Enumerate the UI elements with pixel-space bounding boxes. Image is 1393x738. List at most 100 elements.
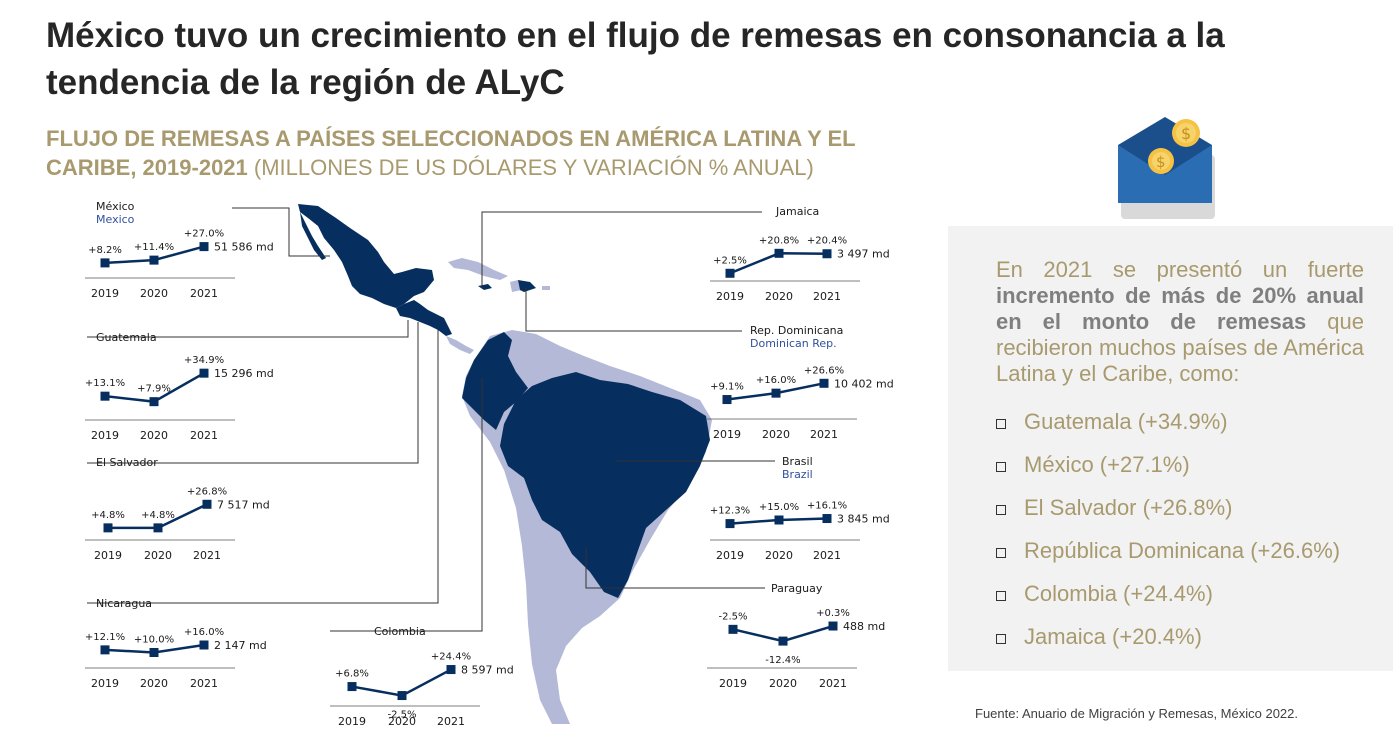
data-label: +4.8% bbox=[91, 510, 125, 521]
x-tick-label: 2019 bbox=[91, 677, 119, 690]
data-label: +26.6% bbox=[804, 365, 844, 376]
data-point bbox=[446, 665, 456, 675]
data-point bbox=[819, 378, 829, 388]
data-label: +9.1% bbox=[710, 382, 744, 393]
list-item: República Dominicana (+26.6%) bbox=[996, 529, 1340, 572]
checkbox-bullet-icon bbox=[996, 633, 1006, 644]
x-tick-label: 2019 bbox=[716, 549, 744, 562]
data-point bbox=[199, 368, 209, 378]
x-tick-label: 2020 bbox=[765, 549, 793, 562]
amount-label: 15 296 md bbox=[214, 367, 274, 380]
mini-chart-title: Guatemala bbox=[96, 331, 157, 344]
data-label: +24.4% bbox=[431, 652, 471, 663]
highlights-panel bbox=[948, 226, 1393, 671]
list-item: México (+27.1%) bbox=[996, 443, 1340, 486]
map-central-america bbox=[396, 300, 452, 336]
data-point bbox=[199, 242, 209, 252]
x-tick-label: 2020 bbox=[144, 549, 172, 562]
mini-chart-guatemala: Guatemala +13.1% 2019 +7.9% 2020 +34.9% 2021 15… bbox=[85, 331, 274, 442]
data-label: +16.0% bbox=[756, 375, 796, 386]
data-point bbox=[725, 519, 735, 529]
data-label: +7.9% bbox=[137, 384, 171, 395]
x-tick-label: 2021 bbox=[190, 429, 218, 442]
data-label: +34.9% bbox=[184, 355, 224, 366]
mini-chart-paraguay: Paraguay -2.5% 2019 -12.4% 2020 +0.3% 2021 488 … bbox=[707, 582, 885, 690]
data-label: +13.1% bbox=[85, 378, 125, 389]
x-tick-label: 2019 bbox=[91, 287, 119, 300]
map-brazil bbox=[500, 372, 710, 598]
data-point bbox=[778, 636, 788, 646]
data-label: +8.2% bbox=[88, 245, 122, 256]
data-point bbox=[149, 255, 159, 265]
list-item: Guatemala (+34.9%) bbox=[996, 400, 1340, 443]
x-tick-label: 2020 bbox=[140, 429, 168, 442]
x-tick-label: 2020 bbox=[140, 287, 168, 300]
map-panama bbox=[446, 336, 474, 354]
data-point bbox=[100, 258, 110, 268]
map-dominican-rep bbox=[518, 280, 536, 292]
amount-label: 3 497 md bbox=[837, 248, 890, 261]
data-point bbox=[100, 391, 110, 401]
data-label: +10.0% bbox=[134, 635, 174, 646]
data-label: +20.4% bbox=[807, 236, 847, 247]
data-point bbox=[202, 499, 212, 509]
data-label: +16.1% bbox=[807, 501, 847, 512]
x-tick-label: 2019 bbox=[713, 428, 741, 441]
page-title: México tuvo un crecimiento en el flujo d… bbox=[46, 16, 1225, 102]
x-tick-label: 2021 bbox=[190, 287, 218, 300]
mini-chart-subtitle: Mexico bbox=[96, 213, 135, 226]
panel-intro-bold: incremento de más de 20% anual en el mon… bbox=[996, 283, 1364, 334]
envelope-money-icon: $ $ bbox=[1115, 115, 1220, 220]
checkbox-bullet-icon bbox=[996, 504, 1006, 515]
mini-chart-el-salvador: El Salvador +4.8% 2019 +4.8% 2020 +26.8% 2021 7… bbox=[85, 456, 270, 562]
x-tick-label: 2019 bbox=[719, 677, 747, 690]
amount-label: 2 147 md bbox=[214, 639, 267, 652]
data-point bbox=[347, 682, 357, 692]
data-point bbox=[725, 268, 735, 278]
panel-intro-1: En 2021 se presentó un fuerte bbox=[996, 257, 1364, 282]
data-label: +26.8% bbox=[187, 486, 227, 497]
x-tick-label: 2021 bbox=[193, 549, 221, 562]
x-tick-label: 2019 bbox=[338, 715, 366, 728]
data-label: +20.8% bbox=[759, 235, 799, 246]
svg-text:$: $ bbox=[1181, 124, 1191, 143]
data-point bbox=[103, 523, 113, 533]
mini-chart-title: Paraguay bbox=[771, 582, 823, 595]
data-point bbox=[822, 249, 832, 259]
amount-label: 7 517 md bbox=[217, 498, 270, 511]
data-label: -12.4% bbox=[765, 655, 800, 666]
data-label: +0.3% bbox=[816, 608, 850, 619]
mini-chart-title: Brasil bbox=[782, 455, 813, 468]
mini-chart-title: México bbox=[96, 200, 135, 213]
data-point bbox=[828, 621, 838, 631]
mini-chart-title: Colombia bbox=[374, 625, 426, 638]
map-colombia bbox=[462, 332, 528, 430]
data-point bbox=[149, 648, 159, 657]
data-point bbox=[199, 640, 209, 650]
leader-lines bbox=[87, 207, 775, 632]
map-jamaica bbox=[478, 284, 492, 290]
x-tick-label: 2019 bbox=[716, 290, 744, 303]
amount-label: 51 586 md bbox=[214, 241, 274, 254]
list-item: El Salvador (+26.8%) bbox=[996, 486, 1340, 529]
x-tick-label: 2019 bbox=[94, 549, 122, 562]
data-label: +12.3% bbox=[710, 506, 750, 517]
checkbox-bullet-icon bbox=[996, 461, 1006, 472]
x-tick-label: 2021 bbox=[819, 677, 847, 690]
list-item: Colombia (+24.4%) bbox=[996, 572, 1340, 615]
data-label: +16.0% bbox=[184, 627, 224, 638]
svg-text:$: $ bbox=[1156, 153, 1166, 171]
checkbox-bullet-icon bbox=[996, 547, 1006, 558]
x-tick-label: 2021 bbox=[813, 549, 841, 562]
panel-intro: En 2021 se presentó un fuerte incremento… bbox=[996, 257, 1364, 387]
panel-intro-2: que recibieron muchos países de América … bbox=[996, 309, 1364, 386]
amount-label: 10 402 md bbox=[834, 377, 894, 390]
map-cuba bbox=[448, 258, 508, 280]
x-tick-label: 2020 bbox=[769, 677, 797, 690]
subtitle-bold: FLUJO DE REMESAS A PAÍSES SELECCIONADOS … bbox=[46, 126, 856, 180]
mini-chart-title: Rep. Dominicana bbox=[750, 324, 843, 337]
mini-chart-title: Jamaica bbox=[775, 205, 819, 218]
x-tick-label: 2020 bbox=[388, 715, 416, 728]
data-point bbox=[100, 645, 110, 655]
